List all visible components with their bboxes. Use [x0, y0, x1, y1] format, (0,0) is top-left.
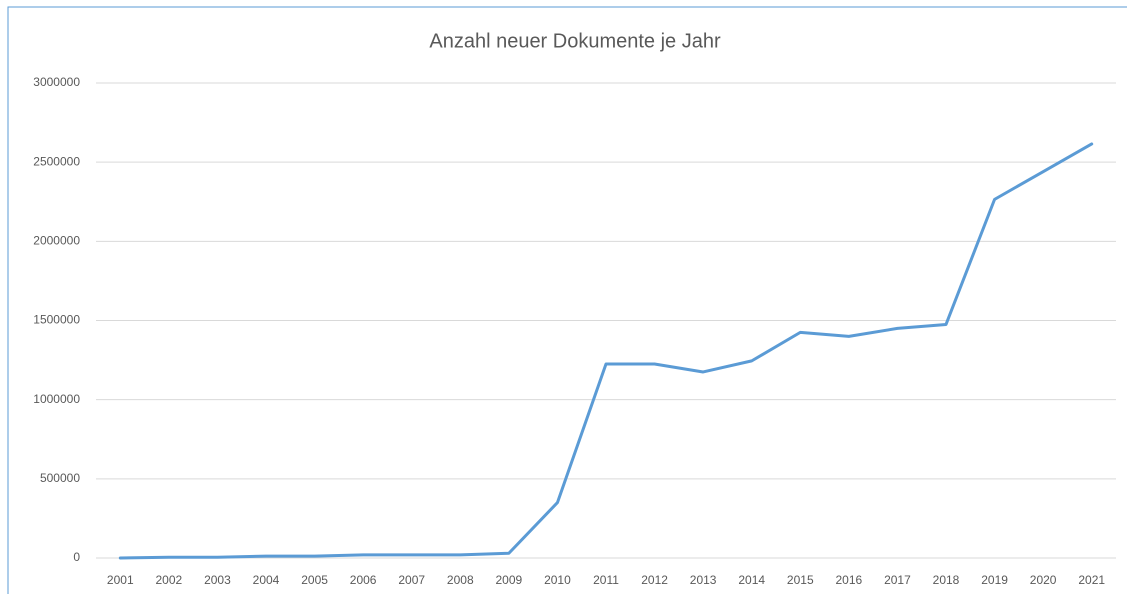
- y-tick-label: 1500000: [33, 313, 80, 327]
- y-tick-label: 2000000: [33, 234, 80, 248]
- x-tick-label: 2008: [447, 573, 474, 587]
- chart-title: Anzahl neuer Dokumente je Jahr: [429, 30, 721, 52]
- y-tick-label: 3000000: [33, 75, 80, 89]
- x-tick-label: 2018: [933, 573, 960, 587]
- y-tick-label: 0: [73, 550, 80, 564]
- x-tick-label: 2012: [641, 573, 668, 587]
- data-line: [118, 142, 1094, 560]
- x-tick-label: 2020: [1030, 573, 1057, 587]
- x-tick-label: 2003: [204, 573, 231, 587]
- x-tick-label: 2007: [398, 573, 425, 587]
- x-tick-label: 2005: [301, 573, 328, 587]
- x-tick-label: 2004: [253, 573, 280, 587]
- x-tick-label: 2011: [593, 573, 619, 587]
- x-tick-label: 2019: [981, 573, 1008, 587]
- y-tick-label: 500000: [40, 471, 80, 485]
- x-tick-label: 2014: [738, 573, 765, 587]
- x-tick-label: 2001: [107, 573, 134, 587]
- y-tick-label: 1000000: [33, 392, 80, 406]
- x-tick-label: 2016: [836, 573, 863, 587]
- x-tick-label: 2009: [496, 573, 523, 587]
- y-tick-label: 2500000: [33, 154, 80, 168]
- x-tick-label: 2015: [787, 573, 814, 587]
- chart-frame: [7, 6, 1127, 594]
- x-tick-label: 2021: [1078, 573, 1105, 587]
- x-tick-label: 2006: [350, 573, 377, 587]
- x-tick-label: 2013: [690, 573, 717, 587]
- x-tick-label: 2017: [884, 573, 911, 587]
- x-tick-label: 2002: [156, 573, 183, 587]
- x-tick-label: 2010: [544, 573, 571, 587]
